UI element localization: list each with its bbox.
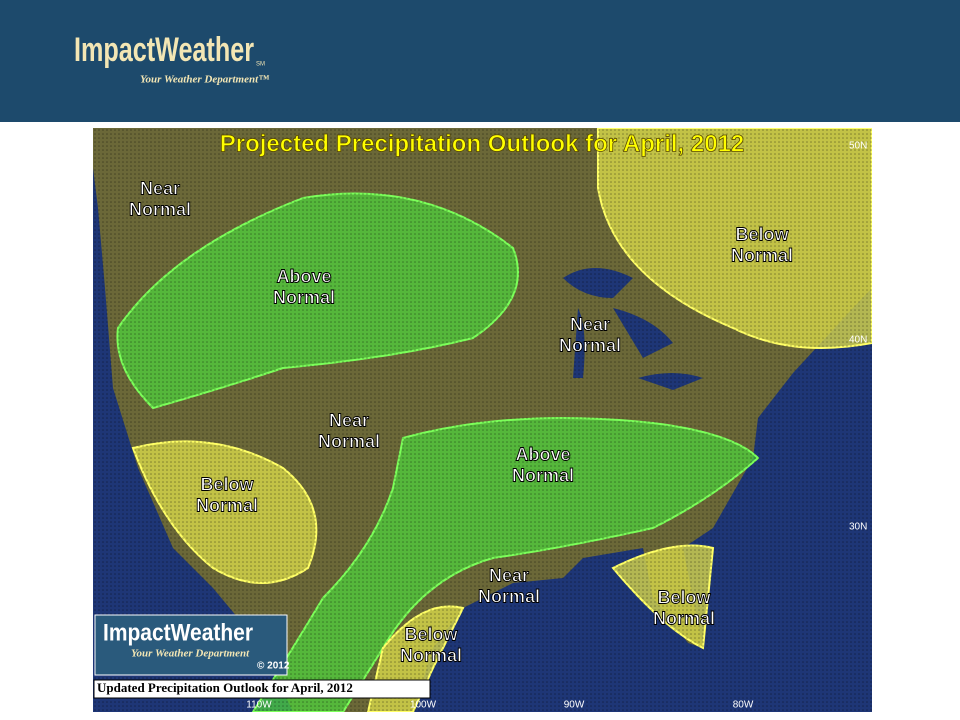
longitude-label: 90W <box>564 700 585 711</box>
region-label: Above <box>515 444 570 464</box>
region-label: Normal <box>653 608 715 628</box>
region-label: Normal <box>129 199 191 219</box>
header-logo: ImpactWeather SM Your Weather Department… <box>74 31 269 86</box>
latitude-label: 40N <box>849 335 867 346</box>
longitude-label: 80W <box>733 700 754 711</box>
tagline: Your Weather Department™ <box>140 74 269 86</box>
caption: Updated Precipitation Outlook for April,… <box>97 680 353 695</box>
region-label: Normal <box>731 245 793 265</box>
region-label: Below <box>657 587 711 607</box>
service-mark: SM <box>256 62 265 68</box>
region-label: Below <box>735 224 789 244</box>
region-label: Normal <box>400 645 462 665</box>
region-label: Below <box>404 624 458 644</box>
region-label: Normal <box>559 335 621 355</box>
longitude-label: 110W <box>246 700 272 711</box>
latitude-label: 50N <box>849 141 867 152</box>
region-label: Normal <box>318 431 380 451</box>
map-title: Projected Precipitation Outlook for Apri… <box>220 130 745 157</box>
inset-tagline: Your Weather Department <box>131 648 250 660</box>
inset-copyright: © 2012 <box>257 661 290 672</box>
caption-box <box>93 679 431 699</box>
region-label: Near <box>570 314 610 334</box>
latitude-label: 30N <box>849 522 867 533</box>
header: ImpactWeather SM Your Weather Department… <box>0 0 960 122</box>
region-label: Near <box>489 565 529 585</box>
inset-logo-box <box>94 614 288 676</box>
inset-logo: ImpactWeather <box>103 619 253 646</box>
logo: ImpactWeather <box>74 31 254 69</box>
region-label: Normal <box>196 495 258 515</box>
region-label: Normal <box>273 287 335 307</box>
region-label: Near <box>140 178 180 198</box>
longitude-label: 100W <box>410 700 437 711</box>
region-label: Below <box>200 474 254 494</box>
map: NearNormalAboveNormalBelowNormalNearNorm… <box>93 128 872 712</box>
region-label: Above <box>276 266 331 286</box>
region-label: Normal <box>512 465 574 485</box>
region-label: Near <box>329 410 369 430</box>
region-label: Normal <box>478 586 540 606</box>
